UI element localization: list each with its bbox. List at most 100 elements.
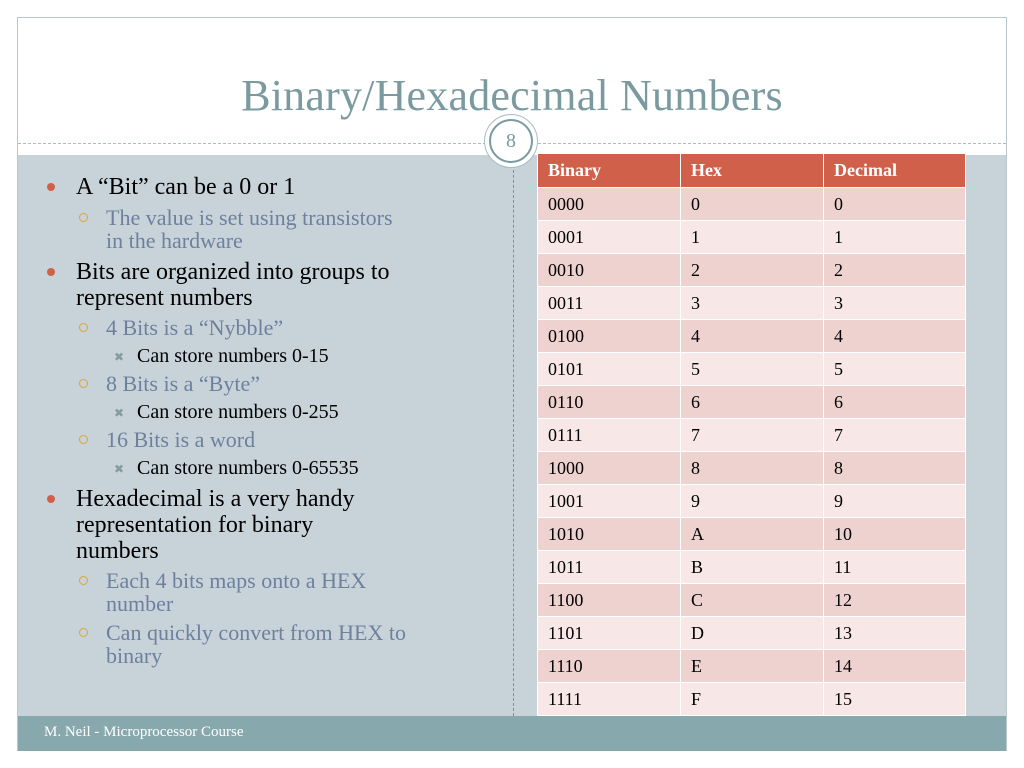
sub-bullet-text: 16 Bits is a word	[106, 427, 256, 452]
sub-bullet-text: Each 4 bits maps onto a HEX	[106, 568, 367, 593]
hex-cell: F	[680, 682, 824, 716]
decimal-cell: 6	[823, 385, 966, 419]
table-row: 1111 F 15	[537, 682, 966, 716]
slide-title: Binary/Hexadecimal Numbers	[241, 71, 783, 120]
table-row: 0111 7 7	[537, 418, 966, 452]
hex-cell: E	[680, 649, 824, 683]
hex-cell: 5	[680, 352, 824, 386]
sub-sub-bullet-text: Can store numbers 0-65535	[137, 457, 359, 479]
hex-cell: 9	[680, 484, 824, 518]
binary-cell: 0001	[537, 220, 681, 254]
hex-cell: 7	[680, 418, 824, 452]
table-header-row: Binary Hex Decimal	[537, 153, 966, 188]
binary-cell: 0101	[537, 352, 681, 386]
binary-cell: 1011	[537, 550, 681, 584]
decimal-cell: 9	[823, 484, 966, 518]
table-row: 1011 B 11	[537, 550, 966, 584]
table-row: 0110 6 6	[537, 385, 966, 419]
table-row: 1110 E 14	[537, 649, 966, 683]
cross-bullet-icon: ✖	[114, 406, 125, 420]
bullet-circle-icon	[79, 379, 88, 388]
binary-cell: 1000	[537, 451, 681, 485]
table-row: 0101 5 5	[537, 352, 966, 386]
decimal-cell: 10	[823, 517, 966, 551]
page-number-badge: 8	[484, 114, 538, 168]
decimal-cell: 2	[823, 253, 966, 287]
binary-cell: 0100	[537, 319, 681, 353]
bullet-text: represent numbers	[76, 285, 253, 311]
hex-cell: A	[680, 517, 824, 551]
bullet-text: numbers	[76, 538, 159, 564]
bullet-text: Bits are organized into groups to	[76, 259, 390, 285]
table-row: 1101 D 13	[537, 616, 966, 650]
hex-cell: D	[680, 616, 824, 650]
decimal-cell: 5	[823, 352, 966, 386]
sub-bullet-text: 8 Bits is a “Byte”	[106, 371, 260, 396]
binary-cell: 1010	[537, 517, 681, 551]
binary-cell: 0011	[537, 286, 681, 320]
hex-cell: 4	[680, 319, 824, 353]
table-body: 0000 0 0 0001 1 1 0010 2 2 0011 3 3 0100 4 4 0101 5 5 0110…	[537, 187, 966, 716]
sub-sub-bullet-text: Can store numbers 0-15	[137, 345, 329, 367]
hex-cell: 3	[680, 286, 824, 320]
table-row: 0010 2 2	[537, 253, 966, 287]
sub-bullet-text: Can quickly convert from HEX to	[106, 620, 406, 645]
decimal-cell: 14	[823, 649, 966, 683]
bullet-circle-icon	[79, 213, 88, 222]
decimal-cell: 7	[823, 418, 966, 452]
sub-bullet-text: number	[106, 591, 174, 616]
column-header-hex: Hex	[680, 153, 824, 188]
bullet-dot-icon	[47, 495, 55, 503]
bullet-circle-icon	[79, 323, 88, 332]
hex-cell: B	[680, 550, 824, 584]
decimal-cell: 1	[823, 220, 966, 254]
table-row: 1010 A 10	[537, 517, 966, 551]
bullet-text: Hexadecimal is a very handy	[76, 486, 355, 512]
sub-sub-bullet-text: Can store numbers 0-255	[137, 401, 339, 423]
column-header-decimal: Decimal	[823, 153, 966, 188]
binary-cell: 0111	[537, 418, 681, 452]
hex-cell: C	[680, 583, 824, 617]
hex-cell: 8	[680, 451, 824, 485]
decimal-cell: 11	[823, 550, 966, 584]
sub-bullet-text: The value is set using transistors	[106, 205, 393, 230]
table-row: 1000 8 8	[537, 451, 966, 485]
sub-bullet-text: in the hardware	[106, 228, 243, 253]
sub-bullet-text: binary	[106, 643, 163, 668]
hex-cell: 1	[680, 220, 824, 254]
decimal-cell: 0	[823, 187, 966, 221]
hex-cell: 2	[680, 253, 824, 287]
table-row: 0100 4 4	[537, 319, 966, 353]
footer-text: M. Neil - Microprocessor Course	[44, 724, 244, 740]
decimal-cell: 12	[823, 583, 966, 617]
table-row: 1100 C 12	[537, 583, 966, 617]
binary-cell: 0010	[537, 253, 681, 287]
bullet-text: A “Bit” can be a 0 or 1	[76, 174, 296, 200]
binary-cell: 1100	[537, 583, 681, 617]
page-number: 8	[489, 119, 533, 163]
cross-bullet-icon: ✖	[114, 462, 125, 476]
decimal-cell: 4	[823, 319, 966, 353]
table-row: 0011 3 3	[537, 286, 966, 320]
hex-cell: 0	[680, 187, 824, 221]
column-header-binary: Binary	[537, 153, 681, 188]
column-divider	[513, 155, 514, 716]
binary-cell: 1111	[537, 682, 681, 716]
decimal-cell: 3	[823, 286, 966, 320]
table-row: 0001 1 1	[537, 220, 966, 254]
bullet-dot-icon	[47, 183, 55, 191]
bullet-circle-icon	[79, 576, 88, 585]
decimal-cell: 8	[823, 451, 966, 485]
bullet-dot-icon	[47, 268, 55, 276]
table-row: 1001 9 9	[537, 484, 966, 518]
bullet-circle-icon	[79, 628, 88, 637]
footer: M. Neil - Microprocessor Course	[18, 716, 1006, 751]
binary-cell: 0000	[537, 187, 681, 221]
sub-bullet-text: 4 Bits is a “Nybble”	[106, 315, 284, 340]
binary-cell: 0110	[537, 385, 681, 419]
binary-cell: 1001	[537, 484, 681, 518]
bullet-circle-icon	[79, 435, 88, 444]
binary-hex-table: Binary Hex Decimal 0000 0 0 0001 1 1 0010 2 2 001…	[537, 153, 966, 716]
decimal-cell: 13	[823, 616, 966, 650]
decimal-cell: 15	[823, 682, 966, 716]
